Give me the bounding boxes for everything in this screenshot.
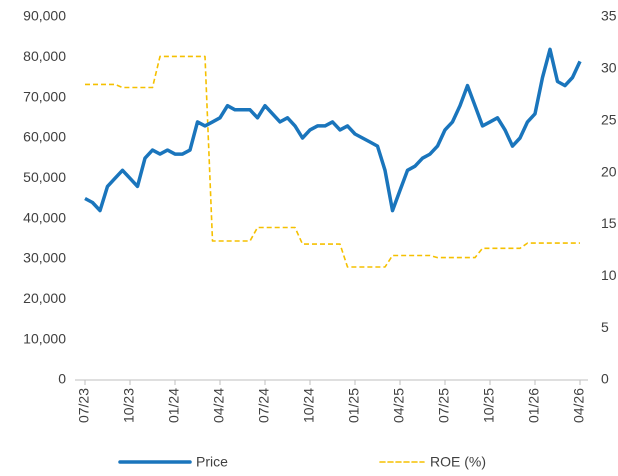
series-line [84, 47, 582, 213]
y-tick-label: 40,000 [23, 209, 66, 225]
y-tick-label: 10,000 [23, 330, 66, 346]
legend-label: Price [196, 454, 228, 470]
y-tick-label: 50,000 [23, 169, 66, 185]
y2-tick-label: 25 [601, 111, 617, 127]
x-tick-label: 07/23 [76, 388, 92, 423]
y2-tick-label: 20 [601, 163, 617, 179]
x-tick-label: 07/24 [256, 388, 272, 423]
x-tick-label: 04/26 [571, 388, 587, 423]
y-tick-label: 90,000 [23, 8, 66, 24]
x-tick-label: 10/24 [301, 388, 317, 423]
x-tick-label: 01/25 [346, 388, 362, 423]
y2-tick-label: 30 [601, 60, 617, 76]
y-tick-label: 30,000 [23, 250, 66, 266]
x-tick-label: 04/25 [391, 388, 407, 423]
x-tick-label: 10/25 [481, 388, 497, 423]
y2-tick-label: 15 [601, 215, 617, 231]
series-line [85, 55, 580, 268]
y-tick-label: 0 [58, 371, 66, 387]
y-tick-label: 80,000 [23, 48, 66, 64]
y2-tick-label: 35 [601, 8, 617, 24]
y2-tick-label: 0 [601, 371, 609, 387]
legend-label: ROE (%) [430, 454, 486, 470]
y2-tick-label: 10 [601, 267, 617, 283]
y-tick-label: 70,000 [23, 88, 66, 104]
x-tick-label: 01/26 [526, 388, 542, 423]
y-tick-label: 20,000 [23, 290, 66, 306]
y2-tick-label: 5 [601, 319, 609, 335]
x-tick-label: 10/23 [121, 388, 137, 423]
x-tick-label: 07/25 [436, 388, 452, 423]
y-tick-label: 60,000 [23, 129, 66, 145]
x-tick-label: 01/24 [166, 388, 182, 423]
x-tick-label: 04/24 [211, 388, 227, 423]
